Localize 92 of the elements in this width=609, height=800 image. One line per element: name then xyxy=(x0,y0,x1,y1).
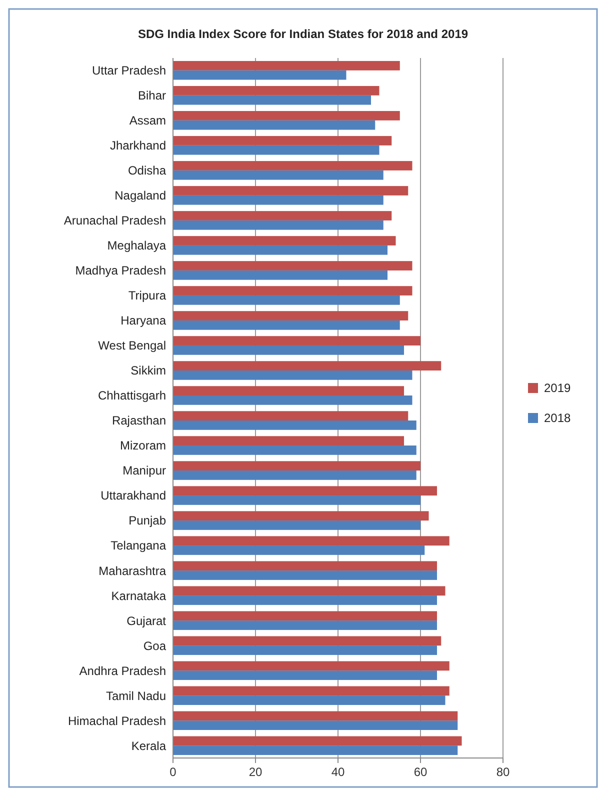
bar xyxy=(173,295,400,305)
y-tick-label: Chhattisgarh xyxy=(98,388,166,403)
bar xyxy=(173,145,380,155)
y-tick-label: Telangana xyxy=(110,538,166,553)
y-tick-label: Karnataka xyxy=(111,588,166,603)
bar xyxy=(173,411,408,421)
y-tick-label: Sikkim xyxy=(130,364,166,378)
bar xyxy=(173,220,384,230)
bar xyxy=(173,470,416,480)
x-tick-label: 0 xyxy=(170,765,177,779)
bar xyxy=(173,461,420,471)
y-tick-label: Rajasthan xyxy=(112,414,166,428)
x-tick-label: 60 xyxy=(414,765,428,779)
bar xyxy=(173,120,376,130)
bar xyxy=(173,436,404,446)
bar xyxy=(173,245,388,255)
bar xyxy=(173,286,412,296)
bar xyxy=(173,161,412,170)
y-tick-label: Gujarat xyxy=(126,614,167,628)
bar xyxy=(173,636,442,646)
y-tick-label: Jharkhand xyxy=(110,138,166,153)
bar xyxy=(173,195,384,205)
bar xyxy=(173,546,425,555)
bar xyxy=(173,95,371,105)
bar xyxy=(173,61,400,70)
bar xyxy=(173,70,346,80)
y-tick-label: Maharashtra xyxy=(98,564,166,578)
x-tick-label: 80 xyxy=(496,765,510,779)
bar xyxy=(173,720,458,730)
y-tick-label: Odisha xyxy=(128,164,166,178)
y-tick-label: Goa xyxy=(143,638,166,653)
x-tick-label: 20 xyxy=(248,765,262,779)
bar xyxy=(173,395,412,405)
bar xyxy=(173,170,384,180)
bar xyxy=(173,646,437,655)
y-tick-label: Arunachal Pradesh xyxy=(64,214,166,228)
bar xyxy=(173,486,437,496)
bar xyxy=(173,496,420,505)
bar xyxy=(173,211,392,220)
y-tick-label: Meghalaya xyxy=(107,238,166,253)
bar xyxy=(173,561,437,571)
bar xyxy=(173,270,388,280)
y-tick-label: Tripura xyxy=(128,288,166,303)
bar xyxy=(173,336,420,346)
bar xyxy=(173,320,400,330)
bar xyxy=(173,136,392,146)
bar xyxy=(173,345,404,355)
bar xyxy=(173,261,412,270)
bar xyxy=(173,670,437,680)
bar xyxy=(173,370,412,380)
bar xyxy=(173,711,458,721)
y-tick-label: Kerala xyxy=(131,738,166,753)
y-tick-label: Tamil Nadu xyxy=(106,688,166,703)
y-tick-label: Punjab xyxy=(128,514,166,528)
y-tick-label: Andhra Pradesh xyxy=(79,664,166,678)
bar xyxy=(173,311,408,320)
y-tick-label: Mizoram xyxy=(120,438,166,453)
bar xyxy=(173,686,450,696)
bar xyxy=(173,611,437,621)
legend-label: 2019 xyxy=(544,381,572,396)
y-tick-label: Bihar xyxy=(138,88,166,103)
legend-label: 2018 xyxy=(544,411,572,426)
bar xyxy=(173,661,450,671)
bar xyxy=(173,596,437,605)
bar xyxy=(173,420,416,430)
bar xyxy=(173,361,442,370)
bar xyxy=(173,536,450,546)
bar xyxy=(173,736,462,746)
y-tick-label: Himachal Pradesh xyxy=(68,714,166,728)
y-tick-label: Madhya Pradesh xyxy=(75,264,166,278)
bar xyxy=(173,586,446,596)
bar xyxy=(173,696,446,705)
bar xyxy=(173,446,416,455)
bar xyxy=(173,620,437,630)
y-tick-label: West Bengal xyxy=(98,338,166,353)
bar xyxy=(173,511,429,521)
bar xyxy=(173,746,458,755)
bar xyxy=(173,86,380,96)
y-tick-label: Assam xyxy=(129,114,166,128)
bar xyxy=(173,386,404,396)
bar xyxy=(173,186,408,196)
y-tick-label: Uttarakhand xyxy=(100,488,166,503)
y-tick-label: Nagaland xyxy=(114,188,166,203)
bar xyxy=(173,111,400,120)
bar xyxy=(173,236,396,246)
y-tick-label: Manipur xyxy=(122,464,166,478)
bar xyxy=(173,520,420,530)
x-tick-label: 40 xyxy=(331,765,345,779)
chart-title: SDG India Index Score for Indian States for 2018 and 2019 xyxy=(138,27,468,41)
bar xyxy=(173,570,437,580)
y-tick-label: Haryana xyxy=(120,314,166,328)
y-tick-label: Uttar Pradesh xyxy=(92,64,166,78)
